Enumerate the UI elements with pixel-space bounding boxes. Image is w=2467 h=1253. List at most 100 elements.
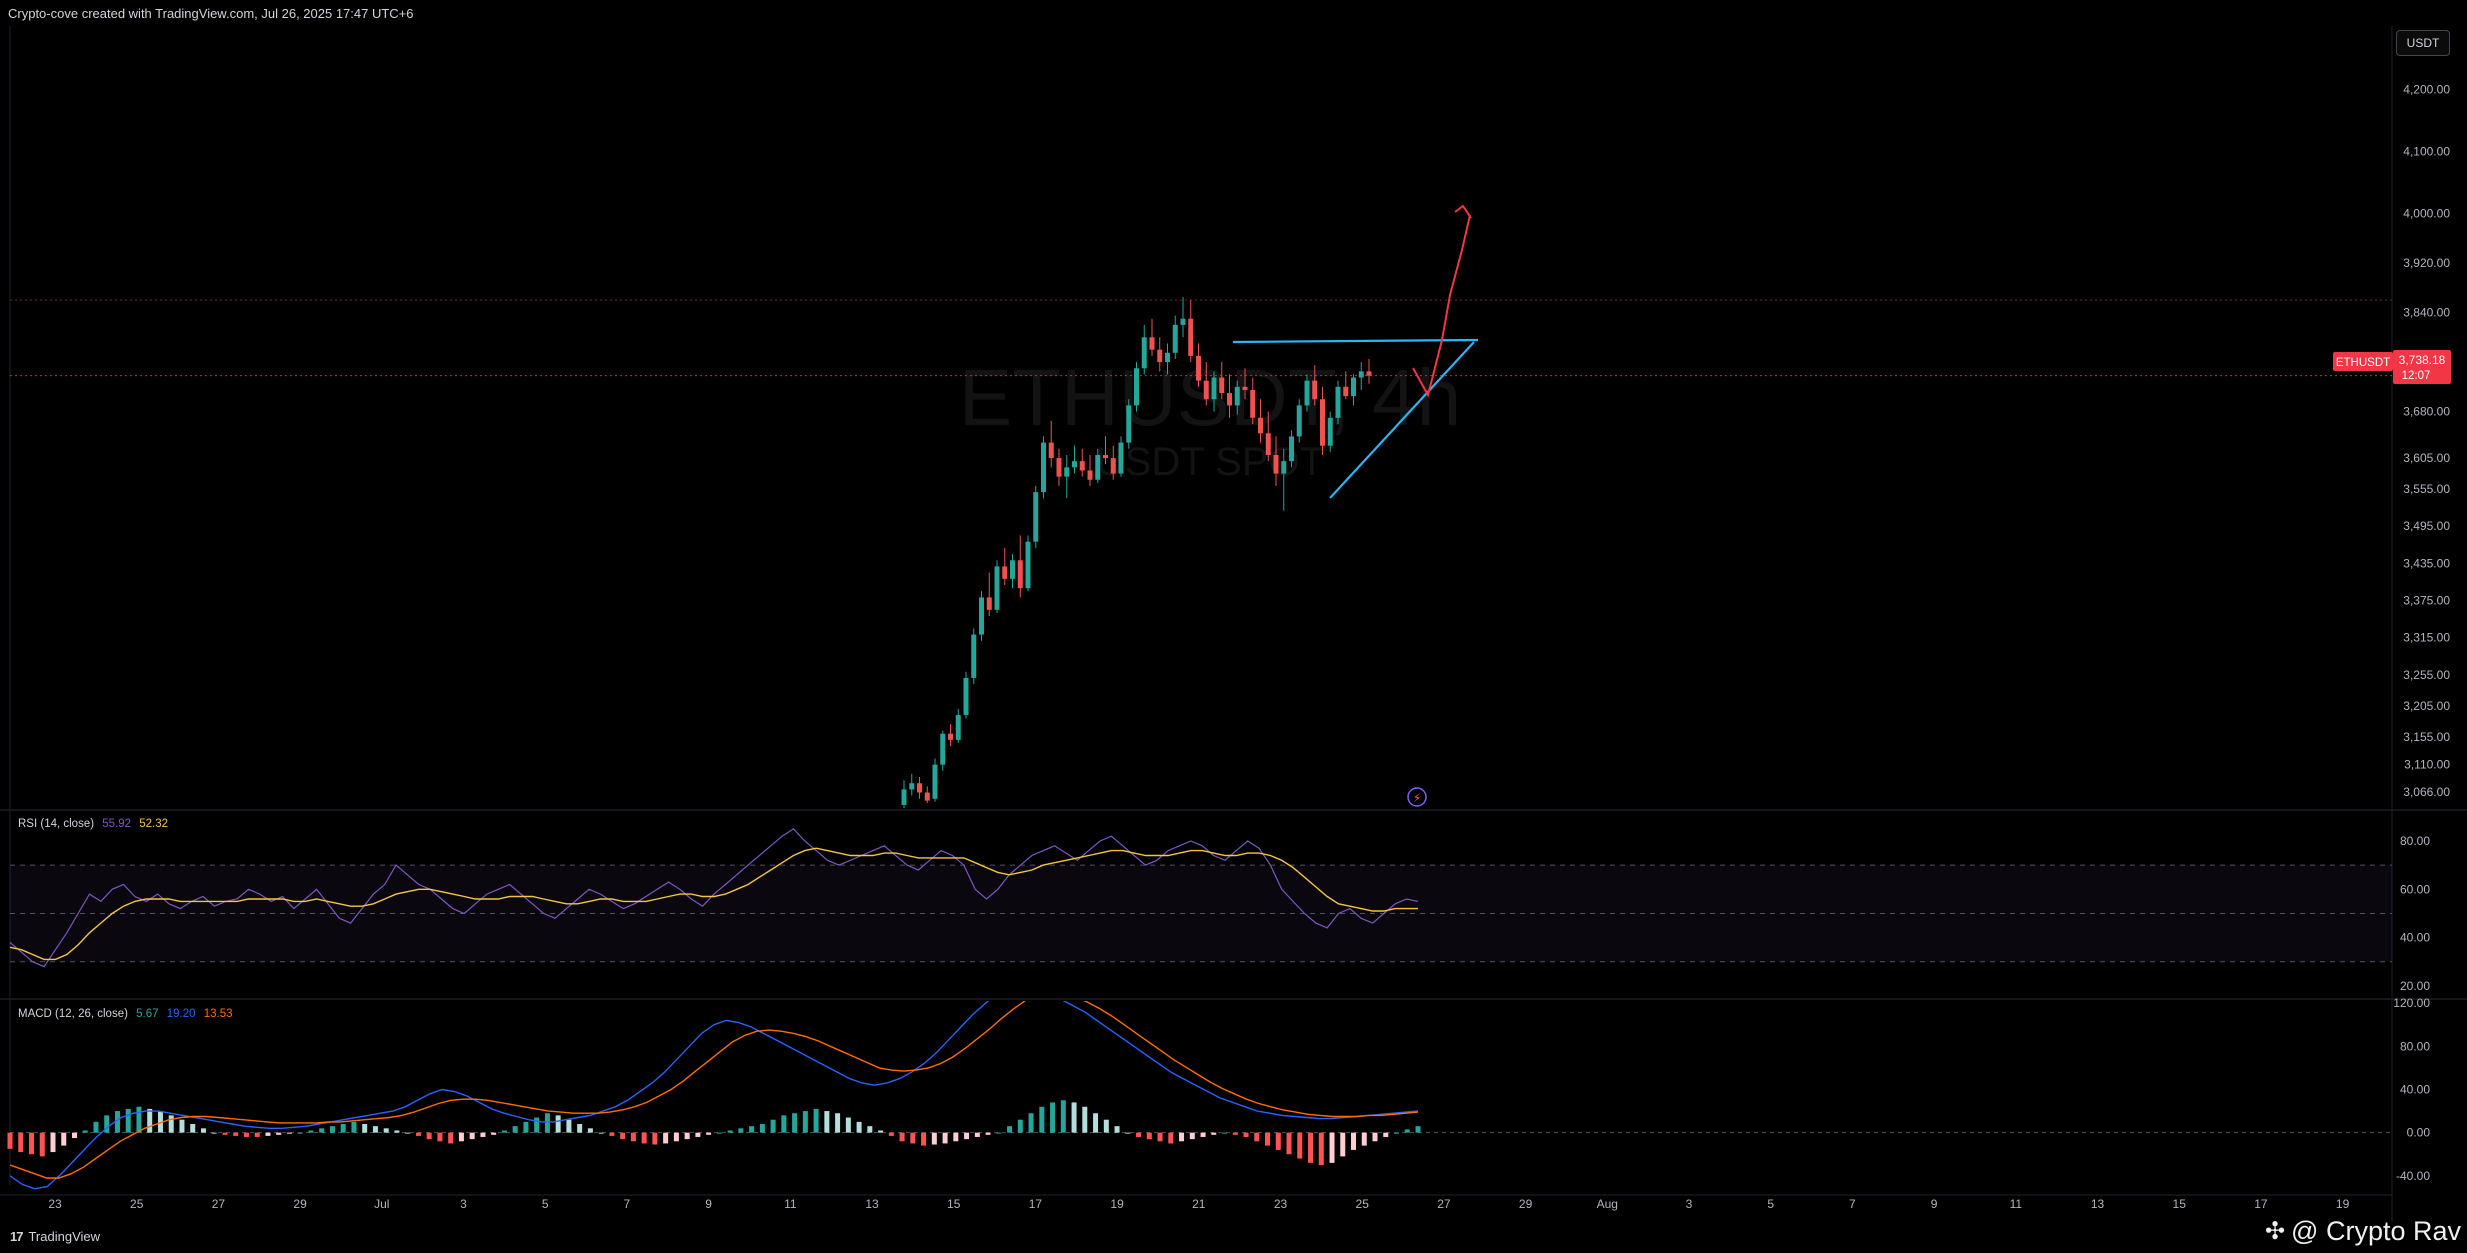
- candle-body: [909, 783, 915, 790]
- tradingview-logo[interactable]: 17 TradingView: [10, 1229, 100, 1244]
- price-tick-label: 3,315.00: [2403, 631, 2450, 645]
- candle-body: [1180, 318, 1186, 325]
- candle-body: [1033, 492, 1039, 542]
- candle-body: [979, 597, 984, 635]
- macd-histogram-bar: [28, 1132, 34, 1155]
- macd-histogram-bar: [426, 1132, 432, 1140]
- price-tick-label: 3,375.00: [2403, 594, 2450, 608]
- rsi-legend[interactable]: RSI (14, close) 55.92 52.32: [18, 818, 173, 830]
- time-tick-label: Aug: [1597, 1197, 1618, 1211]
- rsi-pane[interactable]: 80.00 60.00 40.00 20.00: [9, 828, 2430, 993]
- macd-histogram-bar: [824, 1111, 830, 1133]
- macd-histogram-bar: [942, 1132, 948, 1144]
- macd-histogram-bar: [813, 1108, 819, 1133]
- projection-path[interactable]: [1412, 214, 1471, 398]
- candle-body: [1296, 405, 1302, 437]
- symbol-tag: ETHUSDT: [2336, 357, 2390, 369]
- macd-histogram-bar: [1415, 1126, 1421, 1133]
- price-tick-label: 3,110.00: [2404, 758, 2450, 772]
- candle-body: [924, 792, 930, 801]
- macd-histogram-bar: [372, 1126, 378, 1133]
- candle-body: [1149, 337, 1155, 350]
- triangle-support-line[interactable]: [1329, 341, 1475, 499]
- macd-histogram-bar: [147, 1108, 153, 1133]
- candle-body: [1110, 458, 1116, 474]
- candle-body: [1064, 467, 1070, 477]
- time-tick-label: 21: [1192, 1197, 1206, 1211]
- macd-histogram-bar: [899, 1132, 905, 1142]
- macd-legend[interactable]: MACD (12, 26, close) 5.67 19.20 13.53: [18, 1008, 238, 1020]
- macd-histogram-bar: [673, 1132, 679, 1142]
- candle-body: [948, 733, 953, 740]
- macd-histogram-bar: [1211, 1132, 1217, 1135]
- macd-histogram-bar: [512, 1126, 518, 1133]
- time-axis[interactable]: 23 25 27 29 Jul 3 5 7 9 11 13 15 17 19 21 23 25 27 29 Aug 3 5…: [48, 1197, 2349, 1211]
- macd-histogram-bar: [340, 1124, 346, 1133]
- macd-histogram-bar: [1082, 1106, 1088, 1133]
- macd-histogram-bar: [383, 1128, 389, 1133]
- macd-pane[interactable]: 120.00 80.00 40.00 0.00 -40.00: [7, 976, 2431, 1190]
- macd-histogram-bar: [125, 1108, 131, 1133]
- macd-histogram-bar: [394, 1130, 400, 1133]
- candle-body: [1041, 442, 1046, 493]
- macd-histogram-bar: [1243, 1132, 1249, 1137]
- candle-body: [955, 715, 961, 740]
- attribution-text: Crypto-cove created with TradingView.com…: [8, 6, 414, 21]
- price-tick-label: 3,155.00: [2403, 730, 2450, 744]
- candle-body: [1188, 318, 1194, 356]
- time-tick-label: 29: [293, 1197, 307, 1211]
- time-tick-label: 11: [784, 1197, 797, 1211]
- time-tick-label: Jul: [374, 1197, 389, 1211]
- candle-body: [1312, 380, 1318, 400]
- macd-histogram-bar: [630, 1132, 636, 1142]
- macd-tick-label: 0.00: [2407, 1126, 2431, 1140]
- candle-body: [1048, 442, 1054, 459]
- current-price-tag: ETHUSDT 3,738.18 12:07: [2333, 350, 2451, 384]
- triangle-resistance-line[interactable]: [1232, 338, 1479, 344]
- rsi-tick-label: 20.00: [2400, 979, 2430, 993]
- rsi-value: 55.92: [102, 818, 132, 830]
- drawings[interactable]: ⚡: [1232, 204, 1479, 807]
- macd-histogram-bar: [641, 1132, 647, 1144]
- rsi-line: [9, 828, 1419, 968]
- macd-histogram-bar: [243, 1132, 249, 1137]
- candle-body: [1335, 386, 1341, 418]
- time-tick-label: 25: [1356, 1197, 1370, 1211]
- currency-button[interactable]: USDT: [2396, 30, 2450, 56]
- macd-histogram-bar: [415, 1132, 421, 1136]
- macd-histogram-bar: [706, 1132, 712, 1135]
- time-tick-label: 9: [705, 1197, 712, 1211]
- macd-histogram-bar: [1329, 1132, 1335, 1163]
- macd-histogram-bar: [953, 1132, 959, 1142]
- macd-histogram-bar: [802, 1111, 808, 1133]
- rsi-tick-label: 60.00: [2400, 882, 2430, 896]
- time-tick-label: 23: [1274, 1197, 1288, 1211]
- macd-histogram-bar: [329, 1126, 335, 1133]
- macd-title: MACD (12, 26, close): [18, 1008, 128, 1020]
- macd-histogram-bar: [93, 1121, 99, 1133]
- macd-histogram-bar: [18, 1132, 24, 1153]
- projection-arrowhead[interactable]: [1454, 204, 1472, 219]
- time-tick-label: 3: [1686, 1197, 1693, 1211]
- macd-histogram-bar: [1114, 1126, 1120, 1133]
- price-pane[interactable]: 4,200.00 4,100.00 4,000.00 3,920.00 3,840.00…: [10, 83, 2450, 808]
- time-tick-label: 19: [2336, 1197, 2350, 1211]
- macd-histogram-bar: [544, 1113, 550, 1133]
- macd-histogram-bar: [1286, 1132, 1292, 1155]
- event-marker[interactable]: [1407, 787, 1427, 807]
- macd-histogram-bar: [867, 1126, 873, 1133]
- candle-body: [1265, 433, 1271, 455]
- macd-histogram-bar: [351, 1121, 357, 1133]
- footer-bar: 17 TradingView ✣ @ Crypto Rav: [0, 1216, 2467, 1253]
- macd-histogram-bar: [1394, 1132, 1400, 1134]
- candle-body: [1358, 371, 1364, 378]
- candle-body: [1172, 324, 1178, 353]
- price-tick-label: 3,840.00: [2403, 306, 2450, 320]
- candle-body: [1126, 405, 1132, 443]
- macd-histogram-bar: [104, 1115, 110, 1133]
- time-tick-label: 15: [947, 1197, 961, 1211]
- macd-histogram-bar: [254, 1132, 260, 1137]
- price-tick-label: 3,495.00: [2403, 519, 2450, 533]
- candle-body: [1219, 377, 1225, 394]
